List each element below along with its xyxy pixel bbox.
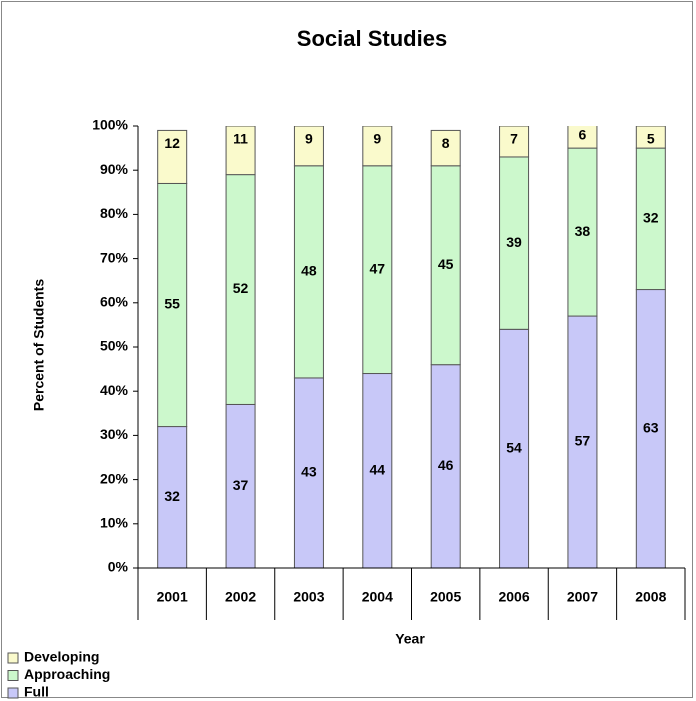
x-tick-label: 2004 [362, 589, 393, 605]
data-label: 11 [233, 131, 248, 147]
y-tick-label: 10% [100, 515, 129, 531]
data-label: 12 [164, 135, 180, 151]
data-label: 9 [305, 131, 313, 147]
data-label: 47 [370, 260, 386, 276]
bar-segment [157, 182, 188, 428]
data-label: 8 [442, 135, 450, 151]
data-label: 9 [373, 131, 381, 147]
data-label: 63 [643, 419, 659, 435]
data-label: 54 [506, 439, 522, 455]
bar-segment [157, 129, 188, 184]
x-axis-label: Year [395, 631, 425, 647]
bar-segment [362, 126, 393, 167]
y-tick-label: 40% [100, 382, 129, 398]
bar-segment [635, 289, 666, 568]
x-tick-label: 2002 [225, 589, 256, 605]
x-tick-label: 2003 [293, 589, 324, 605]
y-tick-label: 70% [100, 249, 129, 265]
bars [157, 126, 666, 568]
bar-segment [293, 165, 324, 379]
data-label: 37 [233, 477, 249, 493]
data-label: 48 [301, 263, 317, 279]
y-tick-label: 50% [100, 338, 129, 354]
data-label: 46 [438, 457, 454, 473]
legend-label: Full [24, 684, 49, 700]
chart-title: Social Studies [297, 26, 447, 51]
data-label: 6 [579, 126, 587, 142]
bar-segment [157, 426, 188, 568]
y-tick-label: 30% [100, 426, 129, 442]
bar-segment [225, 403, 256, 568]
x-tick-label: 2006 [498, 589, 529, 605]
y-tick-label: 60% [100, 294, 129, 310]
data-label: 45 [438, 256, 454, 272]
legend-label: Developing [24, 649, 99, 665]
y-axis-label: Percent of Students [31, 279, 47, 411]
data-label: 39 [506, 234, 522, 250]
x-tick-label: 2008 [635, 589, 666, 605]
bar-segment [362, 165, 393, 375]
data-label: 43 [301, 464, 317, 480]
bar-segment [225, 126, 256, 176]
y-tick-label: 90% [100, 161, 129, 177]
y-tick-label: 0% [108, 559, 129, 575]
x-tick-label: 2005 [430, 589, 461, 605]
data-label: 55 [164, 296, 180, 312]
legend-swatch [7, 652, 19, 664]
legend-swatch [7, 670, 19, 681]
bar-segment [293, 126, 324, 167]
bar-segment [430, 129, 461, 167]
data-label: 52 [233, 280, 249, 296]
data-label: 32 [164, 488, 180, 504]
bar-segment [430, 165, 461, 366]
bar-segment [635, 126, 666, 149]
legend-label: Approaching [24, 666, 110, 682]
bar-segment [567, 126, 598, 149]
legend-swatch [7, 687, 19, 699]
bar-segment [430, 364, 461, 568]
y-tick-label: 20% [100, 470, 129, 486]
y-tick-label: 100% [92, 117, 128, 133]
x-tick-label: 2001 [157, 589, 188, 605]
x-tick-label: 2007 [567, 589, 598, 605]
data-label: 7 [510, 131, 518, 147]
bar-segment [499, 156, 530, 330]
bar-segment [225, 174, 256, 405]
bar-segment [635, 147, 666, 291]
data-label: 32 [643, 210, 659, 226]
data-label: 38 [575, 223, 591, 239]
y-tick-label: 80% [100, 205, 129, 221]
data-label: 44 [370, 461, 386, 477]
data-label: 57 [575, 433, 591, 449]
data-label: 5 [647, 131, 655, 147]
bar-segment [499, 126, 530, 158]
